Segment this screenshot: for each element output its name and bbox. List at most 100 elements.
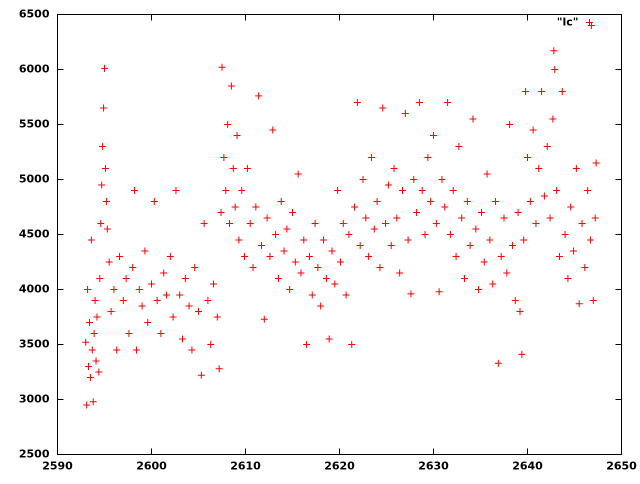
data-point <box>492 198 500 205</box>
data-point <box>553 187 561 194</box>
data-point <box>90 330 98 337</box>
data-point <box>297 269 305 277</box>
data-point <box>246 220 254 227</box>
data-point <box>382 220 390 227</box>
data-point <box>191 264 199 271</box>
data-point <box>353 99 361 106</box>
data-point <box>101 64 108 72</box>
data-point <box>224 121 232 128</box>
data-point <box>572 165 580 172</box>
data-point <box>581 264 589 271</box>
data-point <box>427 198 435 205</box>
y-tick-label: 3500 <box>19 338 50 351</box>
data-point <box>524 154 531 161</box>
data-point <box>390 165 398 172</box>
data-point <box>107 308 115 315</box>
data-point <box>101 165 109 172</box>
y-tick-label: 2500 <box>19 448 50 461</box>
data-point <box>231 203 239 211</box>
data-point <box>105 258 113 266</box>
data-point <box>469 115 477 123</box>
data-point <box>181 275 189 282</box>
data-point <box>317 302 325 310</box>
data-point <box>328 247 336 255</box>
data-point <box>320 236 328 244</box>
data-point <box>551 66 559 73</box>
data-point <box>88 346 96 354</box>
data-point <box>255 92 263 100</box>
data-point <box>393 214 401 222</box>
data-point <box>163 291 171 299</box>
data-point <box>311 220 319 227</box>
data-point <box>93 313 101 321</box>
data-point <box>286 286 294 293</box>
data-point <box>227 82 235 90</box>
data-point <box>424 154 432 161</box>
data-point <box>398 187 406 194</box>
data-point <box>435 288 443 296</box>
data-point <box>489 280 497 288</box>
data-point <box>497 253 505 260</box>
data-point <box>129 264 137 271</box>
data-point <box>362 214 370 222</box>
data-point <box>102 198 110 205</box>
data-point <box>95 368 103 376</box>
data-point <box>418 187 426 194</box>
data-point <box>540 192 548 200</box>
data-point <box>210 280 218 288</box>
data-point <box>83 401 91 409</box>
data-point <box>407 290 415 298</box>
data-point <box>176 291 184 299</box>
data-point <box>475 286 483 293</box>
data-point <box>483 170 491 178</box>
data-point <box>480 258 488 266</box>
data-point <box>404 236 412 244</box>
data-point <box>135 286 143 293</box>
data-point <box>506 121 514 128</box>
data-point <box>87 236 95 244</box>
data-point <box>283 225 291 233</box>
data-point <box>589 297 597 304</box>
data-point <box>441 203 449 211</box>
y-tick-label: 3000 <box>19 393 50 406</box>
x-tick-label: 2630 <box>418 460 449 473</box>
data-point <box>365 253 373 260</box>
data-point <box>207 341 215 348</box>
data-point <box>235 236 243 244</box>
data-point <box>153 297 161 304</box>
data-point <box>243 165 251 172</box>
data-point <box>532 220 540 227</box>
data-point <box>452 253 460 260</box>
data-point <box>518 350 526 358</box>
data-point <box>351 203 359 211</box>
data-point <box>249 264 257 271</box>
data-point <box>110 286 118 293</box>
data-point <box>98 181 106 189</box>
legend-marker <box>586 19 593 26</box>
data-point <box>348 341 356 348</box>
data-point <box>550 47 558 55</box>
data-point <box>396 269 404 277</box>
data-point <box>220 154 228 161</box>
y-tick-label: 5500 <box>19 118 50 131</box>
data-point <box>157 330 165 337</box>
data-point <box>370 225 378 233</box>
data-point <box>289 209 296 216</box>
data-point <box>185 302 193 310</box>
data-point <box>257 242 265 249</box>
data-point <box>217 209 225 216</box>
data-point <box>359 176 367 183</box>
data-point <box>141 247 149 255</box>
data-point <box>410 176 418 183</box>
data-point <box>578 220 586 227</box>
data-point <box>222 187 230 194</box>
data-point <box>438 176 446 183</box>
data-point <box>373 198 381 205</box>
data-point <box>555 253 563 260</box>
data-point <box>584 187 592 194</box>
data-point <box>84 286 92 293</box>
data-point <box>277 198 285 205</box>
y-tick-label: 6500 <box>19 8 50 21</box>
data-point <box>567 203 575 211</box>
